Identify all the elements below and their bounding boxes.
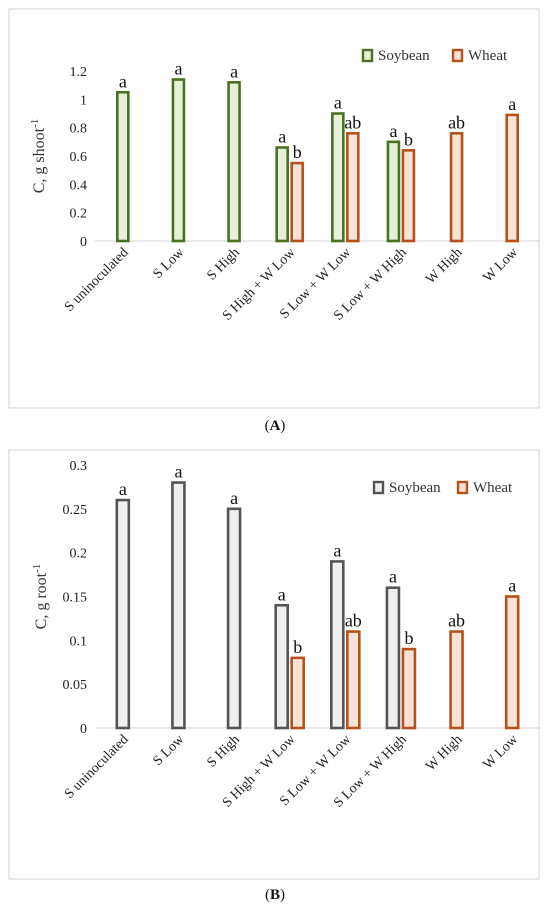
y-tick-label-a-1: 0.2 xyxy=(70,207,88,222)
bar-a-soybean-5 xyxy=(386,140,401,243)
significance-label-a-soybean-2: a xyxy=(230,61,238,81)
bar-a-soybean-1 xyxy=(171,78,186,243)
bar-a-wheat-4 xyxy=(346,132,360,243)
y-tick-label-a-3: 0.6 xyxy=(70,150,88,165)
legend-label-a-soybean: Soybean xyxy=(378,48,430,64)
significance-label-a-soybean-1: a xyxy=(174,59,182,79)
panel-letter-a: A xyxy=(269,418,281,434)
legend-swatch-a-soybean xyxy=(361,48,374,63)
bar-a-wheat-6 xyxy=(449,132,464,243)
significance-label-a-wheat-6: ab xyxy=(448,112,465,132)
significance-label-a-wheat-5: b xyxy=(404,129,413,149)
significance-label-a-soybean-5: a xyxy=(389,121,397,141)
bar-a-soybean-2 xyxy=(227,81,241,243)
panel-letter-b: B xyxy=(269,887,280,903)
significance-label-a-soybean-0: a xyxy=(119,71,127,91)
bar-a-wheat-3 xyxy=(290,161,304,243)
bar-a-soybean-0 xyxy=(116,90,130,243)
significance-label-a-wheat-4: ab xyxy=(344,112,361,132)
significance-label-a-soybean-4: a xyxy=(334,93,342,113)
bar-a-soybean-4 xyxy=(331,112,345,243)
bar-a-soybean-3 xyxy=(275,146,289,243)
legend-label-a-wheat: Wheat xyxy=(468,48,508,64)
bar-a-wheat-5 xyxy=(401,149,416,243)
y-tick-label-a-6: 1.2 xyxy=(70,65,88,80)
y-tick-label-a-2: 0.4 xyxy=(70,178,88,193)
y-tick-label-a-4: 0.8 xyxy=(70,122,88,137)
panel-label-a: (A) xyxy=(264,418,286,434)
y-tick-label-a-5: 1 xyxy=(80,93,87,108)
significance-label-a-wheat-7: a xyxy=(508,94,516,114)
significance-label-a-soybean-3: a xyxy=(278,127,286,147)
bar-a-wheat-7 xyxy=(505,113,519,243)
y-axis-label-a: C, g shoot-1 xyxy=(29,119,48,194)
significance-label-a-wheat-3: b xyxy=(293,142,302,162)
legend-swatch-a-wheat xyxy=(451,48,464,63)
panel-label-b: (B) xyxy=(264,887,285,903)
y-tick-label-a-0: 0 xyxy=(80,235,87,250)
